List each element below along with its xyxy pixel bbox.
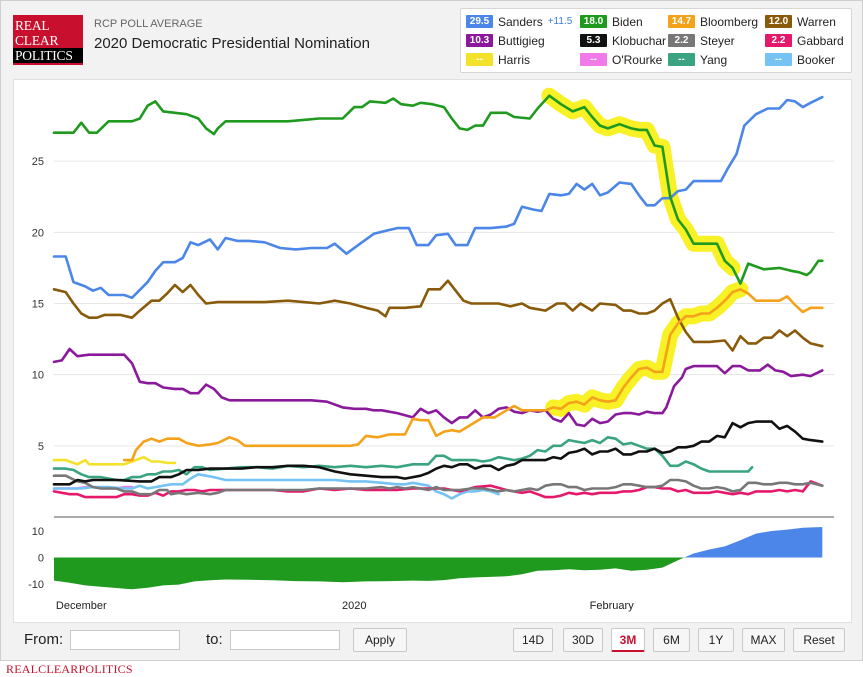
legend-value-badge: 2.2 [668, 34, 695, 48]
y-tick-label: 10 [32, 370, 44, 382]
spread-area-biden [54, 557, 685, 590]
range-button-14d[interactable]: 14D [513, 628, 553, 652]
chart-widget: REAL CLEAR POLITICS RCP POLL AVERAGE 202… [0, 0, 863, 661]
range-button-max[interactable]: MAX [742, 628, 785, 652]
logo-line-2: CLEAR [15, 33, 59, 48]
series-line-gabbard [52, 480, 824, 499]
legend-item-steyer[interactable]: 2.2 Steyer [668, 33, 735, 49]
y-tick-label: 15 [32, 299, 44, 311]
legend-item-buttigieg[interactable]: 10.3 Buttigieg [466, 33, 545, 49]
chart-title: 2020 Democratic Presidential Nomination [94, 35, 370, 52]
legend-item-orourke[interactable]: -- O'Rourke [580, 52, 662, 68]
legend-value-badge: 18.0 [580, 15, 607, 29]
series-line-steyer [52, 474, 824, 496]
legend-value-badge: 29.5 [466, 15, 493, 29]
legend-value-badge: -- [668, 53, 695, 67]
legend-value-badge: 2.2 [765, 34, 792, 48]
y-tick-label: 5 [38, 441, 44, 453]
legend-item-bloomberg[interactable]: 14.7 Bloomberg [668, 14, 758, 30]
from-label: From: [24, 631, 64, 648]
spread-area-sanders [684, 527, 823, 558]
legend-item-yang[interactable]: -- Yang [668, 52, 727, 68]
y-tick-label: 20 [32, 227, 44, 239]
range-button-1y[interactable]: 1Y [698, 628, 734, 652]
series-line-booker [52, 473, 500, 500]
chart-subtitle: RCP POLL AVERAGE [94, 18, 203, 30]
legend: 29.5 Sanders +11.5 18.0 Biden 14.7 Bloomberg 12… [460, 8, 852, 73]
chart-header: REAL CLEAR POLITICS RCP POLL AVERAGE 202… [1, 1, 862, 73]
legend-value-badge: 12.0 [765, 15, 792, 29]
rcp-logo[interactable]: REAL CLEAR POLITICS [13, 15, 83, 65]
series-line-buttigieg [52, 347, 824, 428]
legend-label: Booker [797, 52, 836, 67]
legend-label: Steyer [700, 33, 735, 48]
x-tick-label: February [590, 600, 635, 612]
legend-item-booker[interactable]: -- Booker [765, 52, 835, 68]
spread-y-tick-label: 0 [38, 553, 44, 565]
legend-label: Yang [700, 52, 728, 67]
series-line-warren [52, 279, 824, 352]
legend-label: O'Rourke [612, 52, 663, 67]
legend-value-badge: -- [580, 53, 607, 67]
legend-value-badge: 10.3 [466, 34, 493, 48]
legend-item-gabbard[interactable]: 2.2 Gabbard [765, 33, 844, 49]
from-date-input[interactable] [70, 630, 180, 650]
legend-label: Buttigieg [498, 33, 545, 48]
legend-item-biden[interactable]: 18.0 Biden [580, 14, 643, 30]
footer-brand[interactable]: REALCLEARPOLITICS [6, 662, 133, 676]
legend-value-badge: 5.3 [580, 34, 607, 48]
series-line-harris [52, 455, 177, 466]
range-button-3m[interactable]: 3M [611, 628, 645, 652]
series-line-biden [52, 94, 824, 285]
legend-value-badge: -- [466, 53, 493, 67]
legend-value-badge: -- [765, 53, 792, 67]
legend-item-sanders[interactable]: 29.5 Sanders +11.5 [466, 14, 572, 30]
y-tick-label: 25 [32, 156, 44, 168]
plot-area: 5 10 15 20 25 10 0 -10 December 2020 February [13, 79, 852, 623]
legend-value-badge: 14.7 [668, 15, 695, 29]
apply-button[interactable]: Apply [353, 628, 407, 652]
range-button-6m[interactable]: 6M [653, 628, 690, 652]
legend-label: Harris [498, 52, 530, 67]
legend-label: Bloomberg [700, 14, 759, 29]
series-line-sanders [52, 95, 824, 300]
series-line-bloomberg [122, 288, 824, 462]
to-label: to: [206, 631, 223, 648]
spread-y-tick-label: 10 [32, 526, 44, 538]
series-line-yang [52, 436, 754, 482]
reset-button[interactable]: Reset [793, 628, 845, 652]
range-controls: From: to: Apply 14D 30D 3M 6M 1Y MAX Reset [1, 623, 862, 659]
legend-label: Klobuchar [612, 33, 667, 48]
legend-spread: +11.5 [547, 16, 573, 28]
to-date-input[interactable] [230, 630, 340, 650]
logo-line-3: POLITICS [13, 48, 83, 63]
legend-label: Warren [797, 14, 836, 29]
legend-item-harris[interactable]: -- Harris [466, 52, 530, 68]
poll-chart: 5 10 15 20 25 10 0 -10 December 2020 February [28, 87, 834, 612]
x-tick-label: 2020 [342, 600, 366, 612]
legend-label: Biden [612, 14, 643, 29]
legend-item-warren[interactable]: 12.0 Warren [765, 14, 836, 30]
x-tick-label: December [56, 600, 107, 612]
series-line-klobuchar [52, 420, 824, 486]
range-button-30d[interactable]: 30D [563, 628, 603, 652]
spread-y-tick-label: -10 [28, 579, 44, 591]
highlight-bloomberg [545, 281, 749, 417]
legend-label: Sanders [498, 14, 543, 29]
logo-line-1: REAL [15, 18, 50, 33]
legend-label: Gabbard [797, 33, 844, 48]
legend-item-klobuchar[interactable]: 5.3 Klobuchar [580, 33, 666, 49]
